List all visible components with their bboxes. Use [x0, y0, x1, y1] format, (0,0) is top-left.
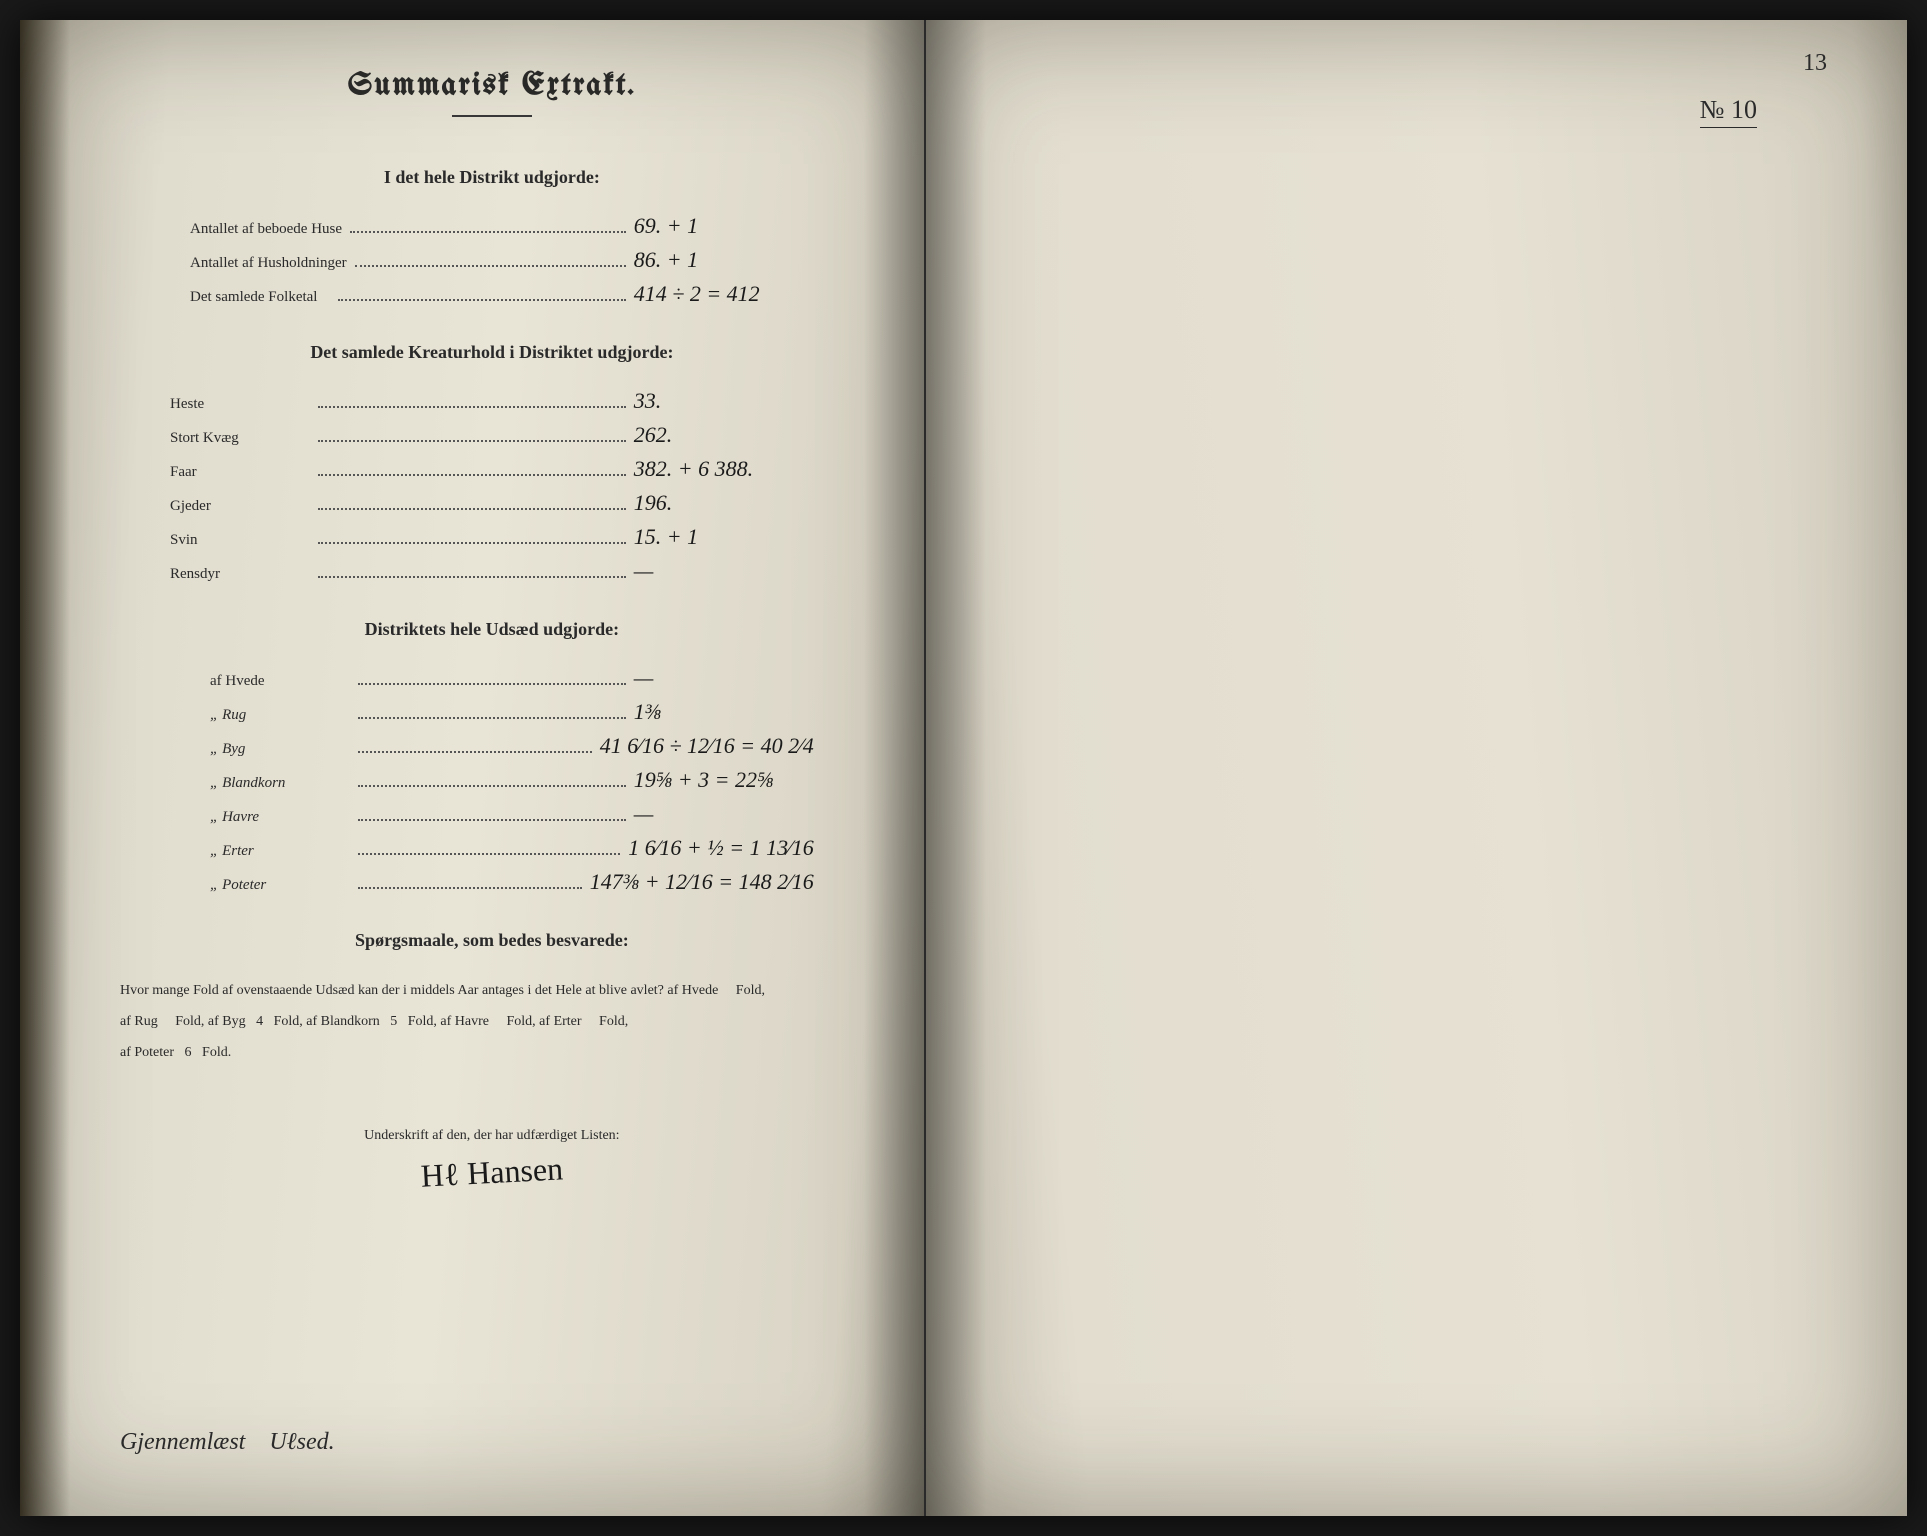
row-value: 41 6⁄16 ÷ 12⁄16 = 40 2⁄4: [600, 733, 814, 759]
data-row: Heste 33.: [170, 388, 814, 414]
row-value: 147⅜ + 12⁄16 = 148 2⁄16: [590, 869, 814, 895]
data-row: „ Havre —: [210, 801, 814, 827]
row-label: Det samlede Folketal: [190, 289, 330, 306]
row-label: „ Havre: [210, 809, 350, 826]
section1-rows: Antallet af beboede Huse 69. + 1 Antalle…: [110, 213, 874, 307]
row-label: „ Blandkorn: [210, 775, 350, 792]
question-line: af Poteter 6 Fold.: [120, 1038, 864, 1069]
row-value: —: [634, 801, 814, 827]
data-row: Antallet af beboede Huse 69. + 1: [190, 213, 814, 239]
dot-leader: [358, 751, 592, 753]
data-row: „ Poteter 147⅜ + 12⁄16 = 148 2⁄16: [210, 869, 814, 895]
row-label: Antallet af Husholdninger: [190, 255, 347, 272]
row-value: 15. + 1: [634, 524, 814, 550]
row-label: „ Rug: [210, 707, 350, 724]
dot-leader: [358, 717, 626, 719]
question-line: Hvor mange Fold af ovenstaaende Udsæd ka…: [120, 976, 864, 1007]
row-label: „ Poteter: [210, 877, 350, 894]
dot-leader: [358, 819, 626, 821]
data-row: Svin 15. + 1: [170, 524, 814, 550]
bottom-handwritten-note: Gjennemlæst Uℓsed.: [120, 1429, 335, 1456]
questions-header: Spørgsmaale, som bedes besvarede:: [110, 930, 874, 951]
row-value: 1⅜: [634, 699, 814, 725]
row-label: Faar: [170, 464, 310, 481]
page-annotation: № 10: [1700, 95, 1757, 128]
row-value: —: [634, 665, 814, 691]
row-label: Antallet af beboede Huse: [190, 221, 342, 238]
dot-leader: [318, 440, 626, 442]
row-label: „ Erter: [210, 843, 350, 860]
row-value: 1 6⁄16 + ½ = 1 13⁄16: [628, 835, 814, 861]
row-label: Svin: [170, 532, 310, 549]
dot-leader: [358, 853, 620, 855]
row-label: af Hvede: [210, 673, 350, 690]
data-row: „ Rug 1⅜: [210, 699, 814, 725]
dot-leader: [358, 683, 626, 685]
data-row: „ Blandkorn 19⅝ + 3 = 22⅝: [210, 767, 814, 793]
dot-leader: [318, 542, 626, 544]
row-value: 33.: [634, 388, 814, 414]
title-rule: [452, 115, 532, 117]
dot-leader: [358, 887, 582, 889]
row-value: 382. + 6 388.: [634, 456, 814, 482]
signature-value: Hℓ Hansen: [110, 1134, 875, 1211]
row-label: Heste: [170, 396, 310, 413]
data-row: „ Erter 1 6⁄16 + ½ = 1 13⁄16: [210, 835, 814, 861]
dot-leader: [358, 785, 626, 787]
dot-leader: [318, 576, 626, 578]
section2-header: Det samlede Kreaturhold i Distriktet udg…: [110, 342, 874, 363]
dot-leader: [318, 474, 626, 476]
data-row: Rensdyr —: [170, 558, 814, 584]
row-value: 19⅝ + 3 = 22⅝: [634, 767, 814, 793]
page-title: Summarisk Extrakt.: [110, 70, 874, 103]
right-page: 13 № 10: [926, 20, 1907, 1516]
left-page: Summarisk Extrakt. I det hele Distrikt u…: [20, 20, 926, 1516]
dot-leader: [338, 299, 626, 301]
row-label: Stort Kvæg: [170, 430, 310, 447]
row-label: Rensdyr: [170, 566, 310, 583]
row-value: 86. + 1: [634, 247, 814, 273]
row-label: „ Byg: [210, 741, 350, 758]
row-value: 414 ÷ 2 = 412: [634, 281, 814, 307]
question-line: af Rug Fold, af Byg 4 Fold, af Blandkorn…: [120, 1007, 864, 1038]
section2-rows: Heste 33. Stort Kvæg 262. Faar 382. + 6 …: [110, 388, 874, 584]
dot-leader: [350, 231, 626, 233]
section1-header: I det hele Distrikt udgjorde:: [110, 167, 874, 188]
questions-body: Hvor mange Fold af ovenstaaende Udsæd ka…: [110, 976, 874, 1068]
row-value: 262.: [634, 422, 814, 448]
data-row: Faar 382. + 6 388.: [170, 456, 814, 482]
data-row: af Hvede —: [210, 665, 814, 691]
dot-leader: [318, 508, 626, 510]
data-row: Antallet af Husholdninger 86. + 1: [190, 247, 814, 273]
data-row: Gjeder 196.: [170, 490, 814, 516]
section3-header: Distriktets hele Udsæd udgjorde:: [110, 619, 874, 640]
row-value: —: [634, 558, 814, 584]
data-row: Stort Kvæg 262.: [170, 422, 814, 448]
dot-leader: [318, 406, 626, 408]
data-row: „ Byg 41 6⁄16 ÷ 12⁄16 = 40 2⁄4: [210, 733, 814, 759]
book-spread: Summarisk Extrakt. I det hele Distrikt u…: [20, 20, 1907, 1516]
row-label: Gjeder: [170, 498, 310, 515]
dot-leader: [355, 265, 626, 267]
row-value: 196.: [634, 490, 814, 516]
row-value: 69. + 1: [634, 213, 814, 239]
data-row: Det samlede Folketal 414 ÷ 2 = 412: [190, 281, 814, 307]
page-number: 13: [1803, 50, 1827, 77]
section3-rows: af Hvede — „ Rug 1⅜ „ Byg 41 6⁄16 ÷ 12⁄1…: [110, 665, 874, 895]
